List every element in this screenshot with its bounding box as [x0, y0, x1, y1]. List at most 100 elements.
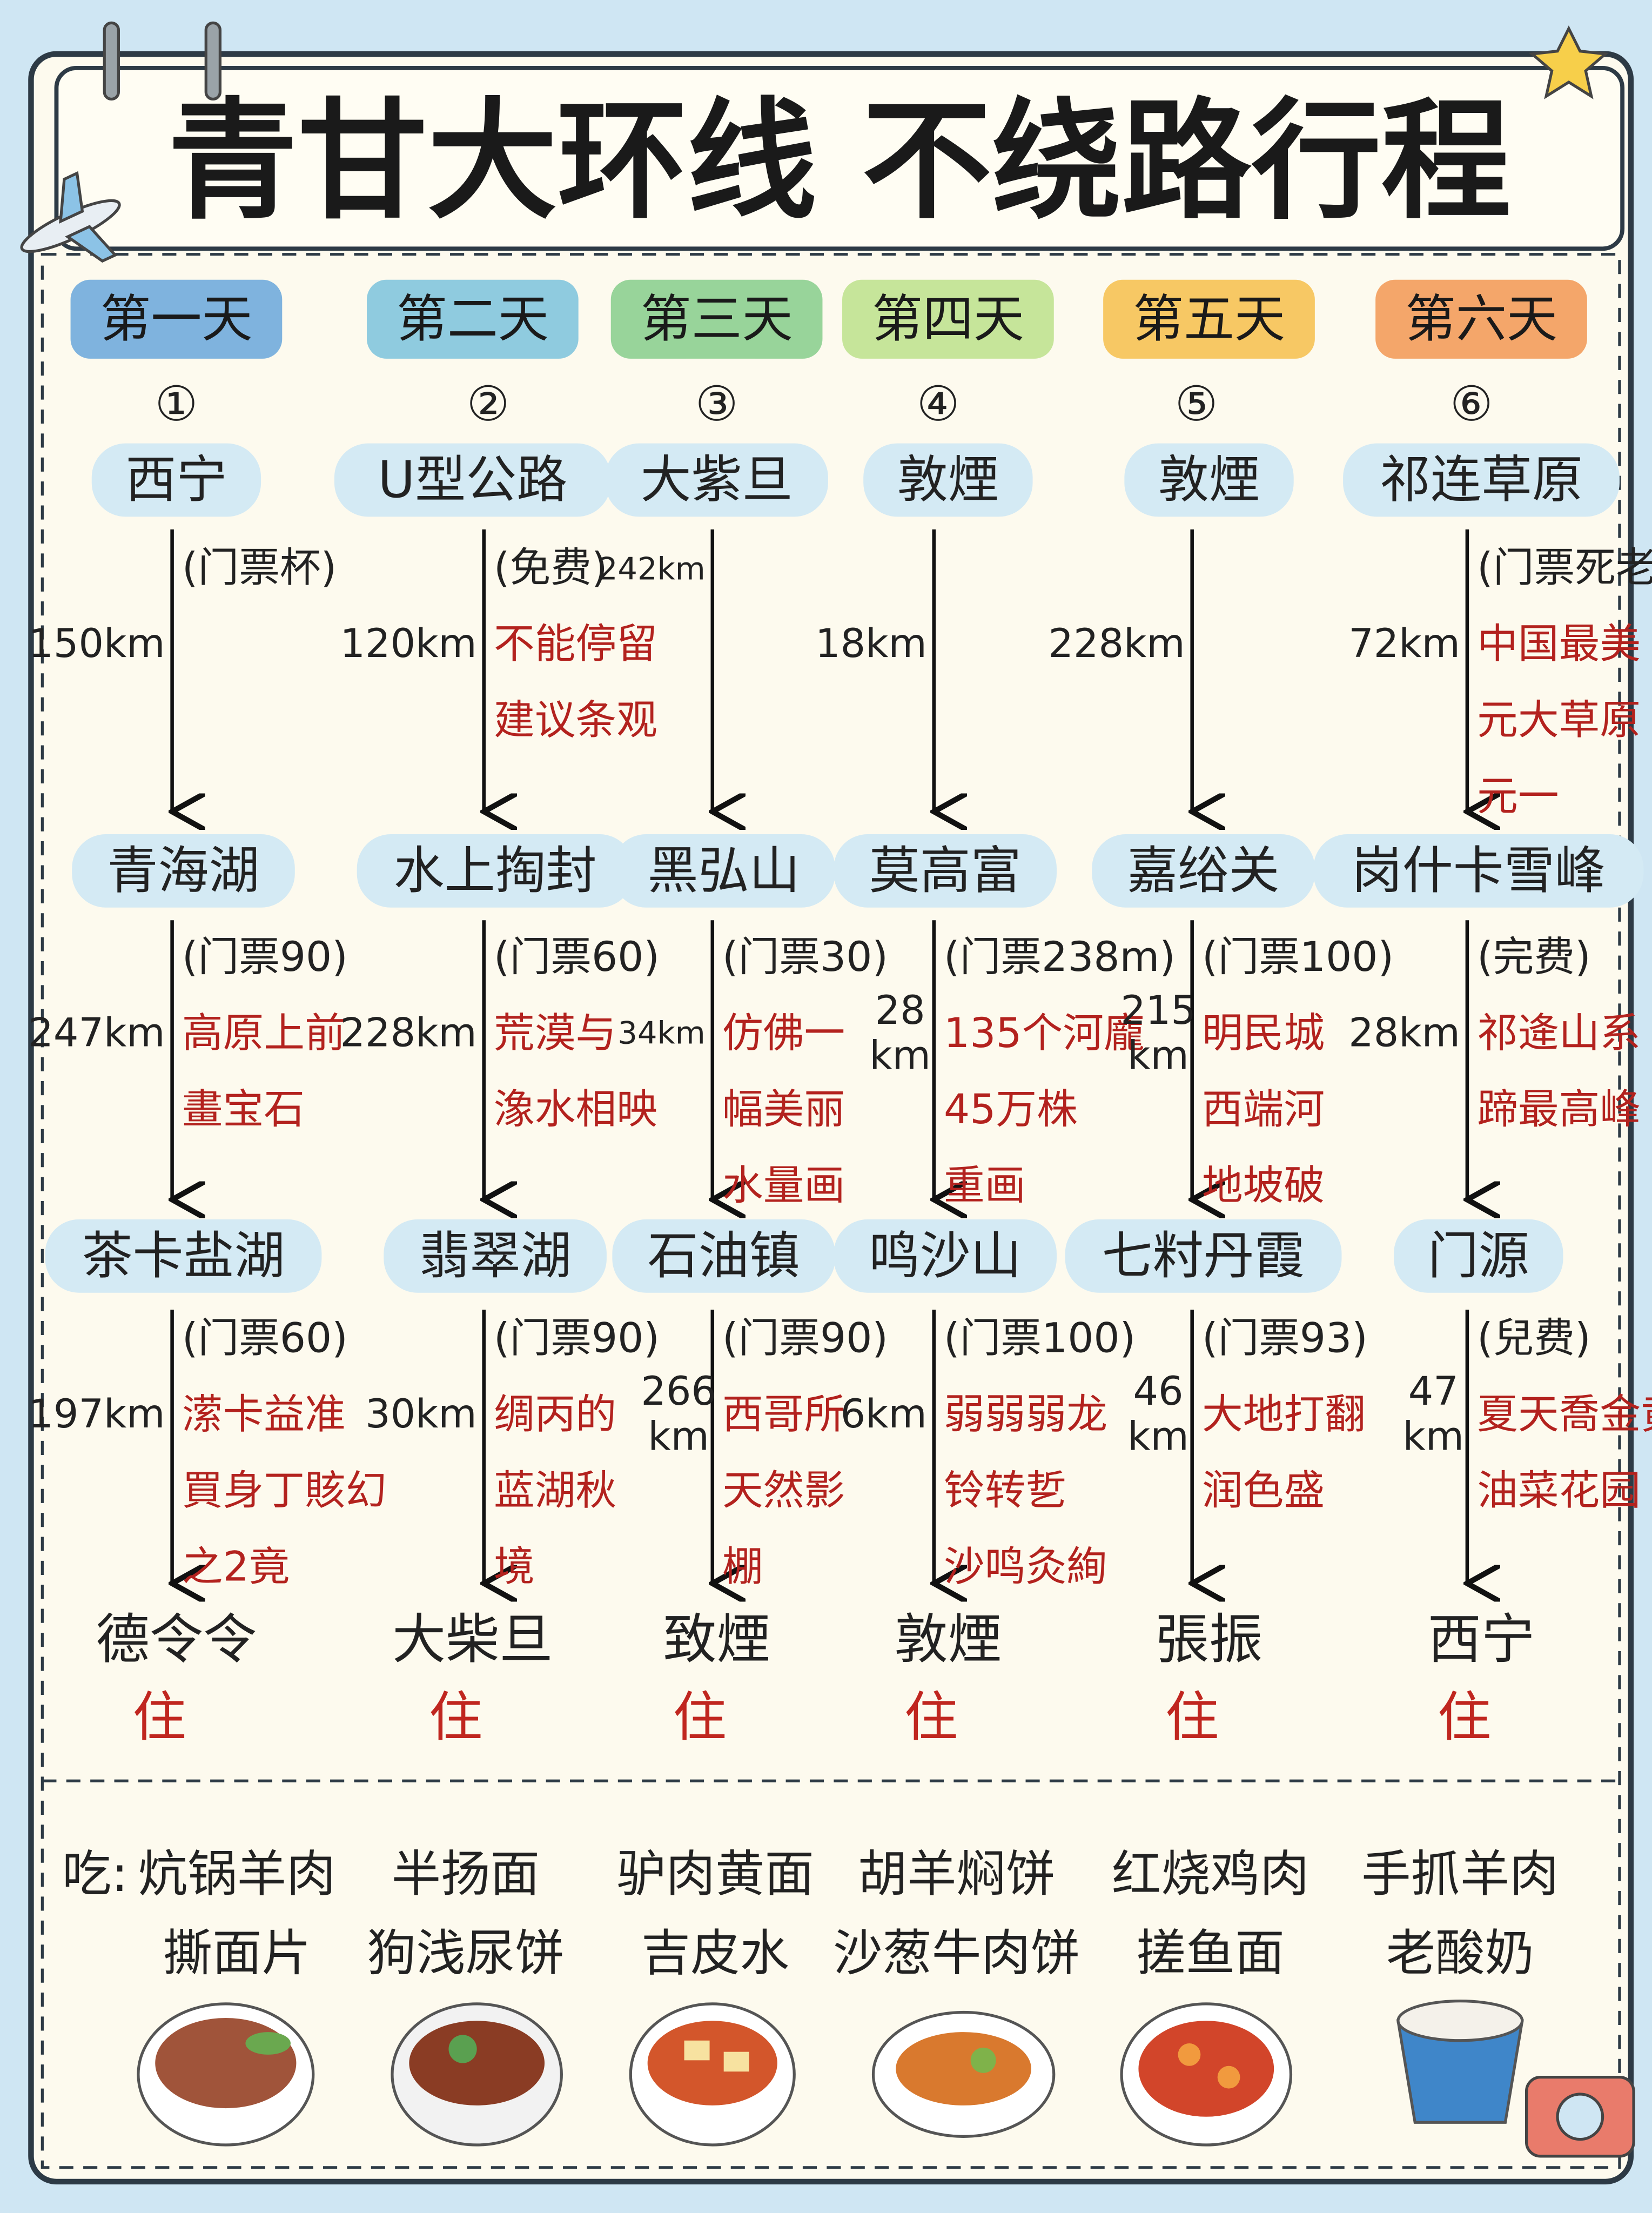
distance: 34km	[617, 1015, 705, 1051]
distance: 197km	[28, 1391, 165, 1437]
note: 元一	[1477, 772, 1559, 820]
stay-city: 德令令	[96, 1609, 257, 1671]
stop-pill	[834, 834, 1057, 908]
note: 祁逄山系	[1477, 1009, 1641, 1057]
note: 西哥所	[722, 1390, 845, 1438]
stop-pill	[1092, 834, 1315, 908]
note: 蹄最高峰	[1477, 1085, 1641, 1133]
day-pill	[610, 279, 823, 359]
distance: 120km	[340, 621, 477, 667]
note: 绸丙的	[494, 1390, 616, 1438]
stop-name: 西宁	[125, 451, 227, 509]
day-label: 第二天	[397, 290, 549, 348]
distance: 228km	[340, 1010, 477, 1056]
stop-name: 敦煙	[897, 451, 999, 509]
stay-label: 住	[1438, 1686, 1491, 1748]
note: 之2竟	[182, 1543, 290, 1590]
note: 沙鸣灸絢	[944, 1543, 1107, 1590]
food-item: 驴肉黄面	[616, 1845, 814, 1903]
stop-pill	[1394, 1219, 1563, 1293]
note: 明民城	[1202, 1009, 1325, 1057]
stop-name: 鸣沙山	[869, 1226, 1022, 1285]
note: 135个河龐	[944, 1009, 1145, 1057]
note: 蓝湖秋	[494, 1466, 616, 1514]
food-item: 吉皮水	[641, 1924, 789, 1982]
note: (门票100)	[1202, 933, 1394, 981]
note: 潒水相映	[494, 1085, 657, 1133]
distance: 266	[641, 1369, 716, 1414]
day-label: 第三天	[641, 290, 793, 348]
note: (门票238m)	[944, 933, 1176, 981]
stop-name: 黑弘山	[648, 841, 800, 900]
note: 弱弱弱龙	[944, 1390, 1107, 1438]
stay-city: 西宁	[1428, 1609, 1535, 1671]
stop-pill	[612, 1219, 835, 1293]
note: 荒漠与	[494, 1009, 616, 1057]
day-pill	[1103, 279, 1315, 359]
note: (门票30)	[722, 933, 888, 981]
note: 铃转乴	[944, 1466, 1066, 1514]
stop-pill	[334, 443, 611, 517]
day-pill	[1375, 279, 1587, 359]
note: 仿佛一	[722, 1009, 845, 1057]
day-number: ⑤	[1175, 376, 1218, 432]
food-item: 胡羊焖饼	[858, 1845, 1056, 1903]
note: 幅美丽	[722, 1085, 845, 1133]
title-box	[54, 66, 1625, 251]
distance: 242km	[598, 551, 706, 587]
stay-label: 住	[1165, 1686, 1219, 1748]
plane-icon	[20, 171, 121, 263]
day-pill	[70, 279, 283, 359]
note: 建议条观	[494, 696, 657, 743]
note: 重画	[944, 1162, 1025, 1209]
note: 境	[494, 1543, 535, 1590]
note: (门票60)	[182, 1314, 348, 1362]
note: (门票93)	[1202, 1314, 1368, 1362]
note: (免费)	[494, 544, 608, 591]
note: (门票100)	[944, 1314, 1136, 1362]
food-item: 狗浅尿饼	[367, 1924, 565, 1982]
stop-name: 门源	[1428, 1226, 1529, 1285]
note: 潆卡益准	[182, 1390, 346, 1438]
note: 元大草原	[1477, 696, 1641, 743]
note: 夏天喬金黄	[1477, 1390, 1652, 1438]
stop-pill	[1065, 1219, 1342, 1293]
food-item: 红烧鸡肉	[1112, 1845, 1309, 1903]
note: (门票60)	[494, 933, 660, 981]
stop-pill	[834, 1219, 1057, 1293]
note: (兒费)	[1477, 1314, 1591, 1362]
distance: km	[869, 1032, 931, 1078]
stop-name: 大紫旦	[641, 451, 793, 509]
stop-name: 石油镇	[648, 1226, 800, 1285]
stop-pill	[357, 834, 634, 908]
stay-label: 住	[132, 1686, 186, 1748]
card-dashed-border	[41, 253, 1621, 2169]
stop-pill	[612, 834, 835, 908]
note: 畫宝石	[182, 1085, 305, 1133]
distance: 47	[1408, 1369, 1459, 1414]
note: (门票90)	[494, 1314, 660, 1362]
distance: 150km	[28, 621, 165, 667]
stop-pill	[863, 443, 1033, 517]
note: 水量画	[722, 1162, 845, 1209]
stay-city: 致煙	[663, 1609, 770, 1671]
note: 買身丁賅幻	[182, 1466, 387, 1514]
stay-label: 住	[429, 1686, 482, 1748]
note: 45万株	[944, 1085, 1078, 1133]
stop-name: 嘉绤关	[1127, 841, 1280, 900]
distance: 228km	[1049, 621, 1185, 667]
day-label: 第一天	[100, 290, 252, 348]
day-label: 第四天	[872, 290, 1024, 348]
note: 油菜花园	[1477, 1466, 1641, 1514]
stay-city: 大柴旦	[392, 1609, 553, 1671]
food-item: 沙葱牛肉饼	[833, 1924, 1080, 1982]
distance: 215	[1120, 988, 1196, 1034]
food-item: 老酸奶	[1386, 1924, 1534, 1982]
stop-pill	[91, 443, 261, 517]
stop-name: U型公路	[378, 451, 567, 509]
stop-name: 莫高富	[869, 841, 1022, 900]
note: 地坡破	[1202, 1162, 1325, 1209]
stop-name: 青海湖	[107, 841, 259, 900]
